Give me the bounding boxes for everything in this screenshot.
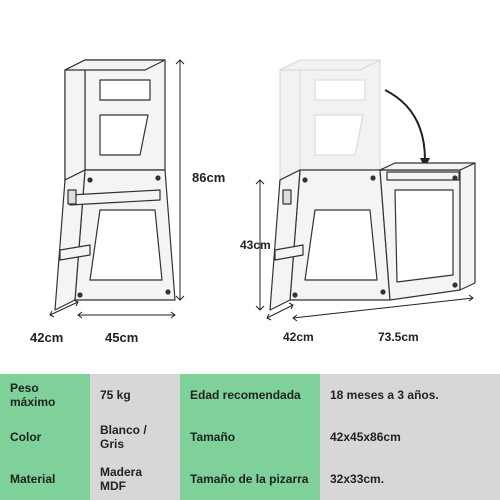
product-upright <box>30 40 200 330</box>
spec-value: 18 meses a 3 años. <box>320 374 500 416</box>
right-depth-label: 42cm <box>283 330 314 344</box>
left-depth-label: 42cm <box>30 330 63 345</box>
spec-value: 42x45x86cm <box>320 416 500 458</box>
table-row: Color Blanco / Gris Tamaño 42x45x86cm <box>0 416 500 458</box>
spec-label: Material <box>0 458 90 500</box>
spec-label: Tamaño de la pizarra <box>180 458 320 500</box>
table-row: Material Madera MDF Tamaño de la pizarra… <box>0 458 500 500</box>
spec-value: 32x33cm. <box>320 458 500 500</box>
spec-label: Peso máximo <box>0 374 90 416</box>
spec-value: Blanco / Gris <box>90 416 180 458</box>
left-height-label: 86cm <box>192 170 225 185</box>
spec-label: Color <box>0 416 90 458</box>
diagram-area: 86cm 42cm 45cm <box>0 0 500 380</box>
spec-label: Tamaño <box>180 416 320 458</box>
spec-table: Peso máximo 75 kg Edad recomendada 18 me… <box>0 374 500 500</box>
spec-label: Edad recomendada <box>180 374 320 416</box>
product-folded <box>245 40 485 330</box>
spec-value: 75 kg <box>90 374 180 416</box>
table-row: Peso máximo 75 kg Edad recomendada 18 me… <box>0 374 500 416</box>
right-width-label: 73.5cm <box>378 330 419 344</box>
spec-value: Madera MDF <box>90 458 180 500</box>
right-height-label: 43cm <box>240 238 271 252</box>
spec-table-body: Peso máximo 75 kg Edad recomendada 18 me… <box>0 374 500 500</box>
left-width-label: 45cm <box>105 330 138 345</box>
